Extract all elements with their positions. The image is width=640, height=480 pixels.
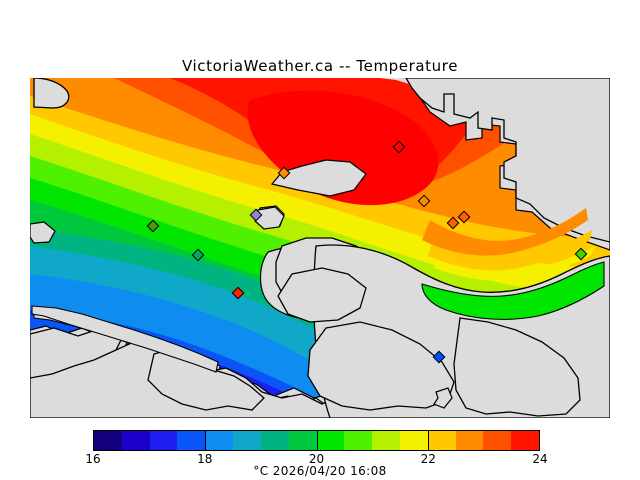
page-title: VictoriaWeather.ca -- Temperature bbox=[181, 57, 459, 75]
colorbar-band-12 bbox=[427, 431, 456, 450]
colorbar-band-13 bbox=[455, 431, 484, 450]
colorbar-tick-labels: 16 18 20 22 24 bbox=[0, 452, 640, 468]
colorbar-caption: °C 2026/04/20 16:08 bbox=[253, 464, 387, 478]
colorbar-tick-label-22: 22 bbox=[420, 452, 436, 466]
colorbar-band-14 bbox=[483, 431, 512, 450]
colorbar-band-9 bbox=[344, 431, 373, 450]
colorbar-band-6 bbox=[260, 431, 289, 450]
colorbar-band-15 bbox=[511, 431, 539, 450]
colorbar-band-10 bbox=[372, 431, 400, 450]
colorbar-band-3 bbox=[177, 431, 206, 450]
colorbar-tick-label-24: 24 bbox=[532, 452, 548, 466]
colorbar-tick-label-16: 16 bbox=[85, 452, 101, 466]
colorbar-band-2 bbox=[149, 431, 178, 450]
colorbar-band-11 bbox=[399, 431, 428, 450]
colorbar-tick-label-20: 20 bbox=[308, 452, 325, 466]
colorbar-band-5 bbox=[233, 431, 261, 450]
colorbar-band-1 bbox=[121, 431, 150, 450]
colorbar-band-7 bbox=[288, 431, 317, 450]
colorbar-band-0 bbox=[94, 431, 122, 450]
colorbar-band-8 bbox=[316, 431, 345, 450]
colorbar-band-4 bbox=[205, 431, 234, 450]
colorbar[interactable] bbox=[93, 430, 540, 451]
colorbar-tick-label-18: 18 bbox=[197, 452, 213, 466]
temperature-map[interactable] bbox=[30, 78, 610, 418]
temperature-contour-field bbox=[30, 78, 610, 418]
land-masses bbox=[30, 78, 610, 418]
